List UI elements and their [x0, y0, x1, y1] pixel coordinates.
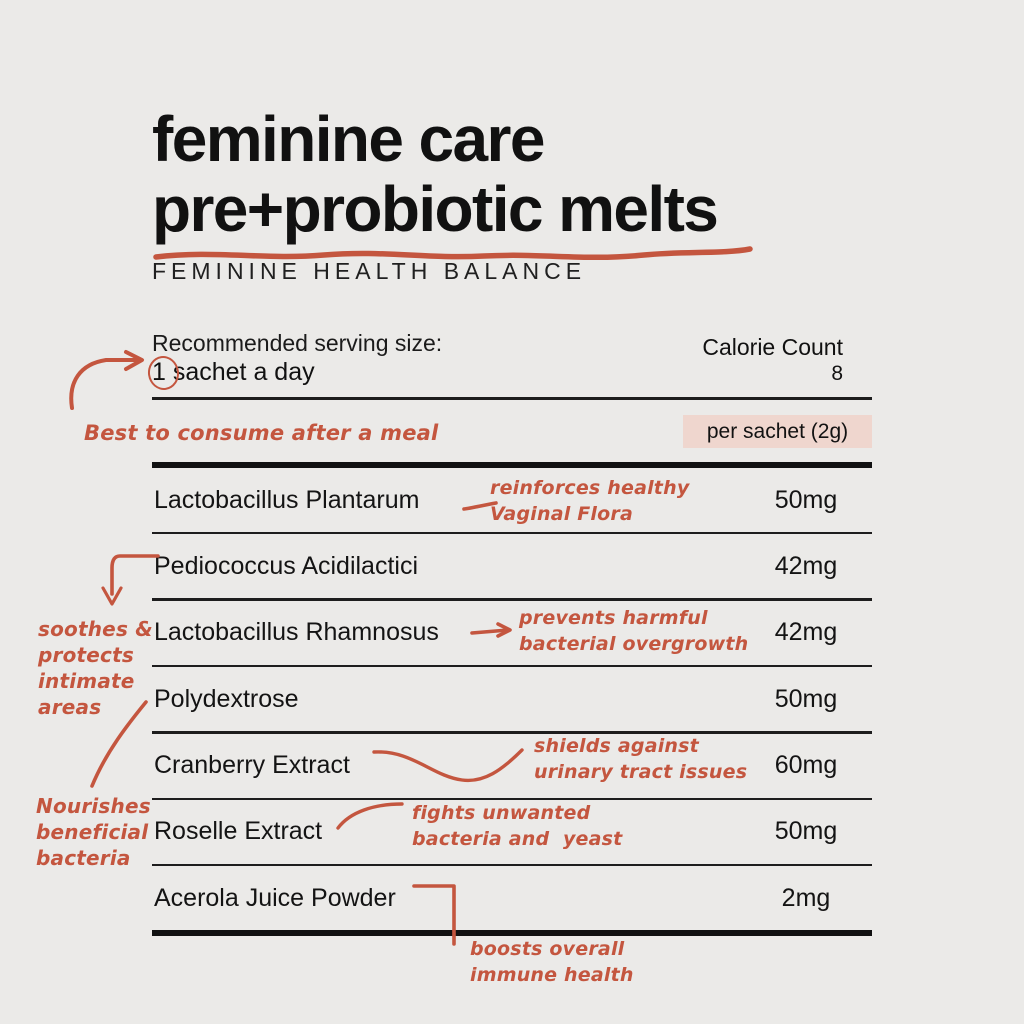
table-row-rule	[152, 664, 872, 668]
annotation-plantarum-line1: reinforces healthy	[490, 477, 690, 499]
annotation-cranberry-line1: shields against	[534, 735, 699, 757]
ingredient-amount: 50mg	[774, 485, 838, 514]
annotation-soothes-line1: soothes &	[38, 617, 153, 641]
per-sachet-badge: per sachet (2g)	[683, 415, 872, 448]
table-row: Roselle Extract 50mg	[152, 800, 872, 864]
ingredient-name: Acerola Juice Powder	[154, 883, 396, 912]
product-subtitle: FEMININE HEALTH BALANCE	[152, 258, 587, 284]
ingredient-amount: 50mg	[774, 684, 838, 713]
table-row: Pediococcus Acidilactici 42mg	[152, 534, 872, 598]
annotation-soothes-line2: protects	[38, 643, 134, 667]
title-line-2: pre+probiotic melts	[152, 173, 719, 245]
serving-divider-rule	[152, 397, 872, 400]
annotation-nourishes-line1: Nourishes	[36, 794, 151, 818]
annotation-roselle-line1: fights unwanted	[412, 802, 591, 824]
annotation-nourishes-line2: beneficial	[36, 820, 149, 844]
annotation-roselle-line2: bacteria and yeast	[412, 828, 623, 850]
ingredient-name: Roselle Extract	[154, 817, 323, 846]
ingredient-amount: 50mg	[774, 817, 838, 846]
annotation-plantarum-line2: Vaginal Flora	[490, 503, 633, 525]
ingredient-name: Lactobacillus Plantarum	[154, 485, 420, 514]
annotation-rhamnosus-line1: prevents harmful	[519, 607, 708, 629]
table-row-rule	[152, 598, 872, 601]
annotation-soothes-line4: areas	[38, 695, 102, 719]
annotation-acerola-line1: boosts overall	[470, 938, 625, 960]
product-title: feminine care pre+probiotic melts	[152, 103, 932, 261]
serving-size-label: Recommended serving size:	[152, 330, 443, 356]
annotation-after-meal: Best to consume after a meal	[84, 421, 439, 445]
ingredient-name: Polydextrose	[154, 684, 299, 713]
table-row: Acerola Juice Powder 2mg	[152, 866, 872, 930]
table-top-rule	[152, 462, 872, 468]
annotation-cranberry-line2: urinary tract issues	[534, 761, 748, 783]
ingredient-amount: 42mg	[774, 551, 838, 580]
table-row-rule	[152, 731, 872, 734]
annotation-acerola-line2: immune health	[470, 964, 634, 986]
calorie-count-value: 8	[831, 362, 843, 385]
ingredient-amount: 42mg	[774, 618, 838, 647]
ingredient-amount: 2mg	[781, 883, 831, 912]
title-line-1: feminine care	[152, 103, 545, 175]
serving-size-value: 1 sachet a day	[152, 358, 315, 386]
table-row-rule	[152, 532, 872, 535]
table-row: Lactobacillus Plantarum 50mg	[152, 468, 872, 532]
table-row: Lactobacillus Rhamnosus 42mg	[152, 601, 872, 665]
table-row-rule	[152, 797, 872, 800]
annotation-nourishes-line3: bacteria	[36, 846, 131, 870]
annotation-rhamnosus-line2: bacterial overgrowth	[519, 633, 749, 655]
ingredient-name: Cranberry Extract	[154, 751, 350, 780]
ingredients-table: Lactobacillus Plantarum 50mg Pediococcus…	[152, 462, 872, 937]
table-bottom-rule	[152, 930, 872, 937]
calorie-count-label: Calorie Count	[702, 334, 843, 360]
table-row-rule	[152, 863, 872, 867]
per-sachet-badge-label: per sachet (2g)	[706, 419, 849, 443]
ingredient-name: Pediococcus Acidilactici	[154, 551, 419, 580]
ingredient-amount: 60mg	[774, 751, 838, 780]
ingredient-name: Lactobacillus Rhamnosus	[154, 618, 439, 647]
table-row: Cranberry Extract 60mg	[152, 734, 872, 798]
annotation-soothes-line3: intimate	[38, 669, 135, 693]
table-row: Polydextrose 50mg	[152, 667, 872, 731]
